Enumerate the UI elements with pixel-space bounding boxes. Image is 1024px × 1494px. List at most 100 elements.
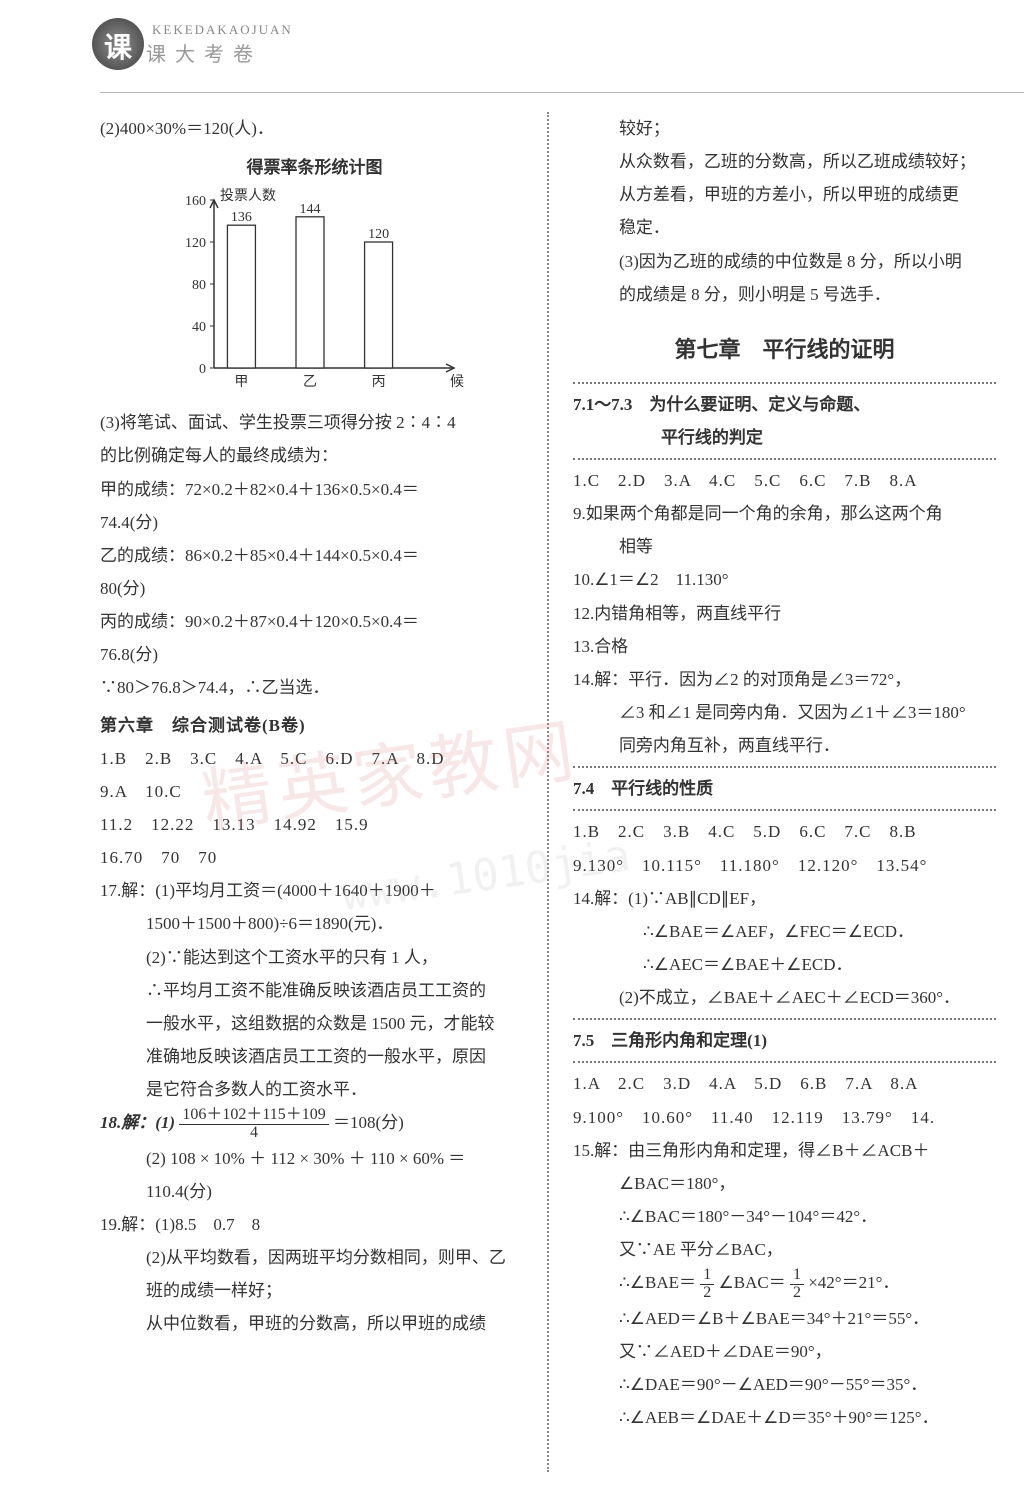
row74: 1.B 2.C 3.B 4.C 5.D 6.C 7.C 8.B (573, 815, 996, 848)
rowB4: 16.70 70 70 (100, 841, 529, 874)
q9a: 9.如果两个角都是同一个角的余角，那么这两个角 (573, 497, 996, 530)
svg-text:乙: 乙 (303, 374, 317, 390)
q14c: 同旁内角互补，两直线平行． (573, 729, 996, 762)
q10: 10.∠1＝∠2 11.130° (573, 563, 996, 596)
svg-text:80: 80 (192, 278, 206, 293)
svg-text:144: 144 (300, 202, 321, 217)
rowB1: 1.B 2.B 3.C 4.A 5.C 6.D 7.A 8.D (100, 742, 529, 775)
svg-text:丙: 丙 (372, 375, 386, 390)
bing1: 丙的成绩：90×0.2＋87×0.4＋120×0.5×0.4＝ (100, 605, 529, 638)
svg-text:160: 160 (185, 194, 206, 209)
svg-text:120: 120 (369, 227, 390, 242)
r5: (3)因为乙班的成绩的中位数是 8 分，所以小明 (573, 245, 996, 278)
q15a: 15.解：由三角形内角和定理，得∠B＋∠ACB＋ (573, 1134, 996, 1167)
p3a: (3)将笔试、面试、学生投票三项得分按 2∶4∶4 (100, 406, 529, 439)
q19a: 19.解：(1)8.5 0.7 8 (100, 1208, 529, 1241)
q15e-frac2: 1 2 (790, 1267, 804, 1302)
r3: 从方差看，甲班的方差小，所以甲班的成绩更 (573, 178, 996, 211)
header-rule (100, 92, 1024, 93)
q18c: 110.4(分) (100, 1175, 529, 1208)
q15e-line: ∴∠BAE＝ 1 2 ∠BAC＝ 1 2 ×42°＝21°． (573, 1266, 996, 1301)
jia1: 甲的成绩：72×0.2＋82×0.4＋136×0.5×0.4＝ (100, 473, 529, 506)
chart-title: 得票率条形统计图 (100, 151, 529, 184)
sec-74-box: 7.4 平行线的性质 (573, 766, 996, 811)
row74b: 9.130° 10.115° 11.180° 12.120° 13.54° (573, 849, 996, 882)
q18-num: 106＋102＋115＋109 (179, 1107, 328, 1125)
header-cn: 课 大 考 卷 (146, 38, 293, 67)
q15d: 又∵AE 平分∠BAC， (573, 1233, 996, 1266)
q14s4: (2)不成立，∠BAE＋∠AEC＋∠ECD＝360°． (573, 981, 996, 1014)
left-l1: (2)400×30%＝120(人)． (100, 112, 529, 145)
q18-eq: ＝108(分) (333, 1113, 404, 1132)
sec-75-box: 7.5 三角形内角和定理(1) (573, 1018, 996, 1063)
jia2: 74.4(分) (100, 506, 529, 539)
sec75: 7.5 三角形内角和定理(1) (573, 1031, 767, 1050)
row71: 1.C 2.D 3.A 4.C 5.C 6.C 7.B 8.A (573, 464, 996, 497)
svg-text:甲: 甲 (235, 375, 249, 390)
q17g: 是它符合多数人的工资水平． (100, 1073, 529, 1106)
svg-text:136: 136 (231, 210, 252, 225)
q15e2: ∠BAC＝ (719, 1273, 786, 1292)
left-column: (2)400×30%＝120(人)． 得票率条形统计图 04080120160投… (100, 112, 541, 1472)
q15c: ∴∠BAC＝180°－34°－104°＝42°． (573, 1200, 996, 1233)
q15e-frac1: 1 2 (700, 1267, 714, 1302)
q14s3: ∴∠AEC＝∠BAE＋∠ECD． (573, 948, 996, 981)
q19c: 班的成绩一样好； (100, 1274, 529, 1307)
q17f: 准确地反映该酒店员工工资的一般水平，原因 (100, 1040, 529, 1073)
yi1: 乙的成绩：86×0.2＋85×0.4＋144×0.5×0.4＝ (100, 539, 529, 572)
column-divider (547, 112, 549, 1472)
q14s: 14.解：(1)∵AB∥CD∥EF， (573, 882, 996, 915)
sec71b: 平行线的判定 (573, 428, 763, 447)
svg-text:0: 0 (199, 362, 206, 377)
q15i: ∴∠AEB＝∠DAE＋∠D＝35°＋90°＝125°． (573, 1401, 996, 1434)
q15g: 又∵∠AED＋∠DAE＝90°， (573, 1335, 996, 1368)
q12: 12.内错角相等，两直线平行 (573, 597, 996, 630)
conc: ∵80＞76.8＞74.4，∴乙当选． (100, 671, 529, 704)
logo-icon (92, 18, 144, 70)
rowB2: 9.A 10.C (100, 775, 529, 808)
q19d: 从中位数看，甲班的分数高，所以甲班的成绩 (100, 1307, 529, 1340)
bing2: 76.8(分) (100, 638, 529, 671)
svg-text:候选人: 候选人 (450, 374, 464, 390)
q14a: 14.解：平行．因为∠2 的对顶角是∠3＝72°， (573, 663, 996, 696)
q18-fraction: 106＋102＋115＋109 4 (179, 1107, 328, 1142)
q19b: (2)从平均数看，因两班平均分数相同，则甲、乙 (100, 1241, 529, 1274)
q18b: (2) 108 × 10% ＋ 112 × 30% ＋ 110 × 60% ＝ (100, 1142, 529, 1175)
q15b: ∠BAC＝180°， (573, 1167, 996, 1200)
page-header: KEKEDAKAOJUAN 课 大 考 卷 (92, 18, 293, 70)
sec71: 7.1～7.3 为什么要证明、定义与命题、 (573, 395, 871, 414)
chapter-title: 第七章 平行线的证明 (573, 329, 996, 372)
r1: 较好； (573, 112, 996, 145)
q15e-n2: 1 (790, 1267, 804, 1285)
row75b: 9.100° 10.60° 11.40 12.119 13.79° 14. (573, 1101, 996, 1134)
q18-label: 18.解：(1) (100, 1113, 175, 1132)
p3b: 的比例确定每人的最终成绩为： (100, 439, 529, 472)
q17a: 17.解：(1)平均月工资＝(4000＋1640＋1900＋ (100, 874, 529, 907)
q14s2: ∴∠BAE＝∠AEF，∠FEC＝∠ECD． (573, 915, 996, 948)
svg-text:120: 120 (185, 236, 206, 251)
q13: 13.合格 (573, 630, 996, 663)
q18-line: 18.解：(1) 106＋102＋115＋109 4 ＝108(分) (100, 1106, 529, 1141)
q15e3: ×42°＝21°． (808, 1273, 899, 1292)
sec-71-box: 7.1～7.3 为什么要证明、定义与命题、 平行线的判定 (573, 382, 996, 460)
svg-text:40: 40 (192, 320, 206, 335)
q15e-d2: 2 (790, 1285, 804, 1302)
q17b: 1500＋1500＋800)÷6＝1890(元)． (100, 907, 529, 940)
section-b-title: 第六章 综合测试卷(B卷) (100, 709, 529, 742)
header-pinyin: KEKEDAKAOJUAN (152, 22, 293, 38)
r2: 从众数看，乙班的分数高，所以乙班成绩较好； (573, 145, 996, 178)
r6: 的成绩是 8 分，则小明是 5 号选手． (573, 278, 996, 311)
q9b: 相等 (573, 530, 996, 563)
q15h: ∴∠DAE＝90°－∠AED＝90°－55°＝35°． (573, 1368, 996, 1401)
sec74: 7.4 平行线的性质 (573, 779, 713, 798)
yi2: 80(分) (100, 572, 529, 605)
q17c: (2)∵能达到这个工资水平的只有 1 人， (100, 941, 529, 974)
q14b: ∠3 和∠1 是同旁内角．又因为∠1＋∠3＝180° (573, 696, 996, 729)
q15e-d1: 2 (700, 1285, 714, 1302)
q18-den: 4 (179, 1125, 328, 1142)
r4: 稳定． (573, 211, 996, 244)
q17e: 一般水平，这组数据的众数是 1500 元，才能较 (100, 1007, 529, 1040)
q17d: ∴平均月工资不能准确反映该酒店员工工资的 (100, 974, 529, 1007)
right-column: 较好； 从众数看，乙班的分数高，所以乙班成绩较好； 从方差看，甲班的方差小，所以… (555, 112, 996, 1472)
rowB3: 11.2 12.22 13.13 14.92 15.9 (100, 808, 529, 841)
